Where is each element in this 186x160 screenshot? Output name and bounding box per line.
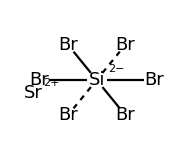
Text: Br: Br <box>145 71 164 89</box>
Text: Br: Br <box>58 106 78 124</box>
Text: 2+: 2+ <box>44 78 60 88</box>
Text: Br: Br <box>29 71 49 89</box>
Text: Sr: Sr <box>24 84 43 102</box>
Text: 2−: 2− <box>108 64 124 75</box>
Text: Br: Br <box>116 36 135 54</box>
Text: Si: Si <box>88 71 105 89</box>
Text: Br: Br <box>58 36 78 54</box>
Text: Br: Br <box>116 106 135 124</box>
